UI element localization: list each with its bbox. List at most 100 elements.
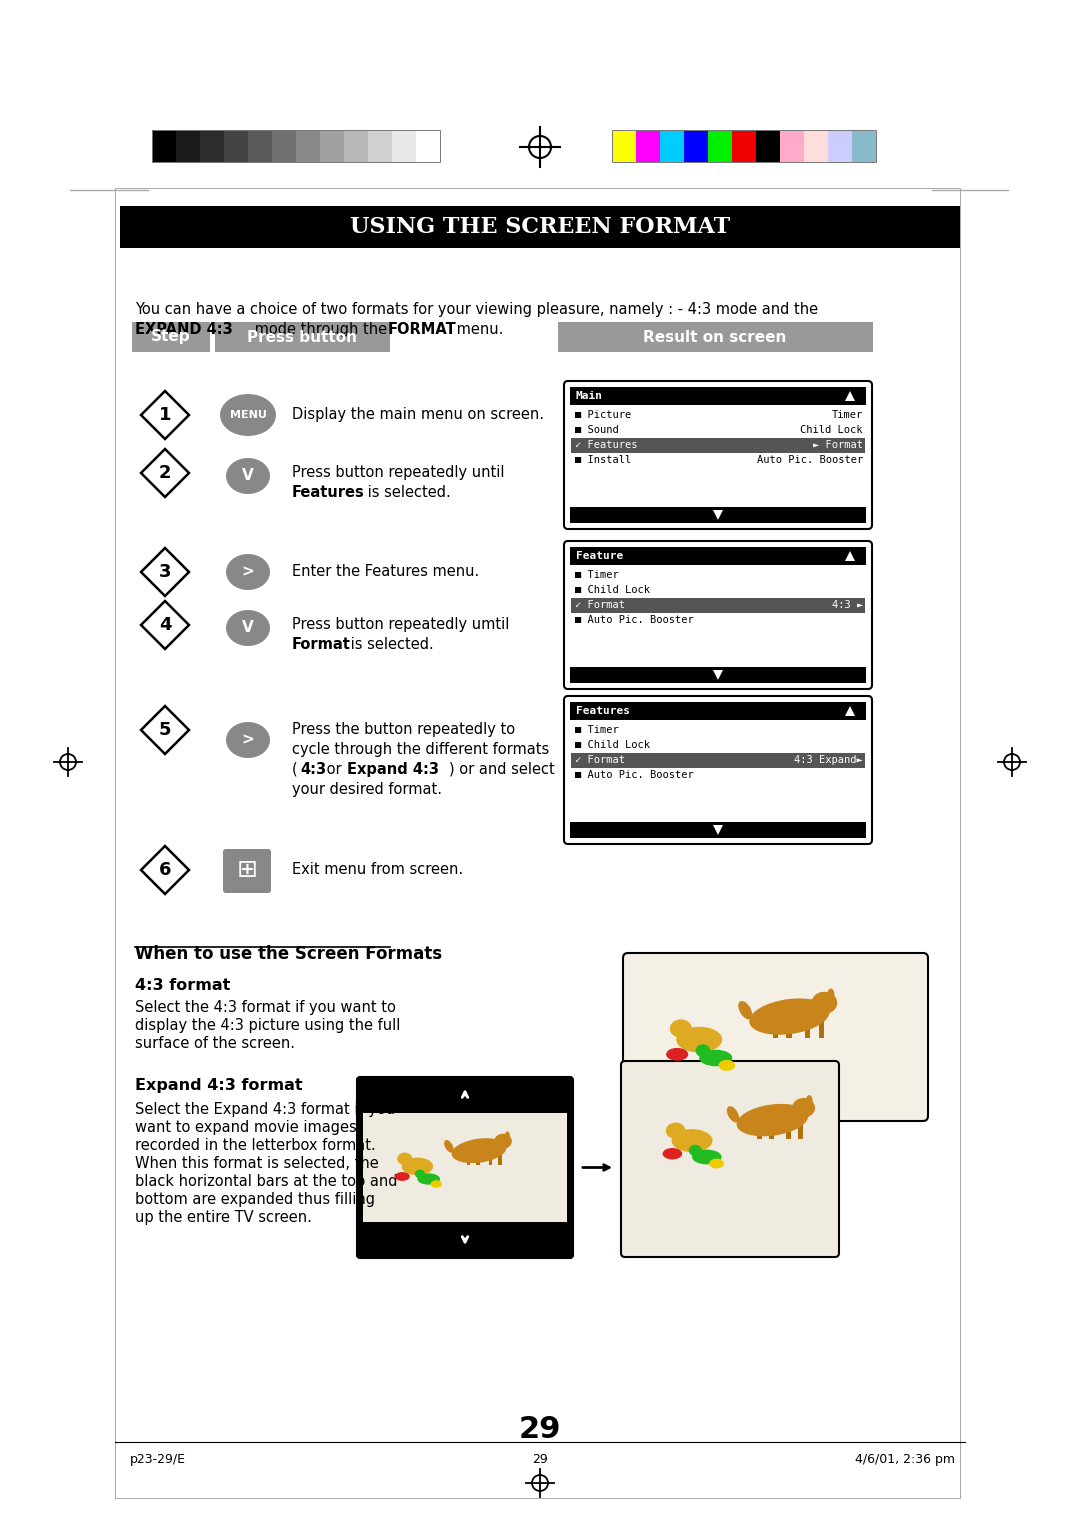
Text: up the entire TV screen.: up the entire TV screen. [135,1210,312,1225]
Bar [780,130,804,162]
Text: ► Format: ► Format [813,440,863,451]
Bar [114,188,960,1497]
Ellipse shape [672,1129,713,1152]
Bar [804,130,828,162]
Text: 3: 3 [159,562,172,581]
Text: want to expand movie images: want to expand movie images [135,1120,356,1135]
Polygon shape [141,706,189,753]
Text: Format: Format [292,637,351,652]
Text: mode through the: mode through the [249,322,392,338]
Bar [571,597,865,613]
Ellipse shape [750,998,829,1034]
Bar [612,130,636,162]
Text: 4:3 format: 4:3 format [135,978,230,993]
Bar [224,130,248,162]
Text: Press button repeatedly until: Press button repeatedly until [292,465,504,480]
Text: 4: 4 [159,616,172,634]
FancyBboxPatch shape [621,1060,839,1258]
Bar [769,1122,774,1138]
Text: 2: 2 [159,465,172,481]
Text: ■ Install: ■ Install [575,455,631,465]
Text: menu.: menu. [453,322,503,338]
Bar [152,130,440,162]
Polygon shape [141,847,189,894]
Text: FORMAT: FORMAT [388,322,457,338]
Text: Feature: Feature [576,552,623,561]
Bar [636,130,660,162]
Ellipse shape [495,1134,512,1149]
Bar [272,130,296,162]
Ellipse shape [226,458,270,494]
Polygon shape [141,391,189,439]
Text: cycle through the different formats: cycle through the different formats [292,743,550,756]
Text: EXPAND 4:3: EXPAND 4:3 [135,322,233,338]
Text: (: ( [292,762,298,778]
Ellipse shape [451,1138,507,1163]
Bar [176,130,200,162]
Bar [570,668,866,683]
Text: surface of the screen.: surface of the screen. [135,1036,295,1051]
Text: ■ Sound: ■ Sound [575,425,619,435]
Text: Enter the Features menu.: Enter the Features menu. [292,564,480,579]
Text: Features: Features [576,706,630,717]
FancyBboxPatch shape [564,541,872,689]
Bar [200,130,224,162]
Text: Result on screen: Result on screen [644,330,786,344]
Text: Step: Step [151,330,191,344]
Bar [612,130,876,162]
Bar [819,1018,824,1038]
Text: 4:3 ►: 4:3 ► [832,601,863,610]
Ellipse shape [827,989,835,1001]
FancyBboxPatch shape [564,695,872,843]
Text: Main: Main [576,391,603,400]
Text: 4/6/01, 2:36 pm: 4/6/01, 2:36 pm [855,1453,955,1465]
Polygon shape [845,391,855,400]
FancyBboxPatch shape [222,850,271,892]
Polygon shape [141,549,189,596]
Bar [570,547,866,565]
Text: 6: 6 [159,860,172,879]
Text: V: V [242,469,254,483]
Ellipse shape [676,1027,723,1053]
Text: your desired format.: your desired format. [292,782,442,798]
Bar [120,206,960,248]
Ellipse shape [727,1106,739,1123]
Text: ■ Timer: ■ Timer [575,570,619,581]
Polygon shape [845,552,855,561]
Bar [786,1018,792,1038]
FancyBboxPatch shape [357,1077,573,1258]
Text: p23-29/E: p23-29/E [130,1453,186,1465]
Bar [368,130,392,162]
Text: Press button repeatedly umtil: Press button repeatedly umtil [292,617,510,633]
Ellipse shape [417,1174,440,1184]
Bar [558,322,873,351]
Text: 5: 5 [159,721,172,740]
Bar [571,753,865,769]
Ellipse shape [662,1148,683,1160]
Bar [467,1151,471,1166]
Bar [772,1018,778,1038]
Text: or: or [322,762,347,778]
Bar [805,1018,810,1038]
Ellipse shape [431,1180,442,1187]
Bar [570,822,866,837]
Ellipse shape [220,394,276,435]
Polygon shape [713,825,723,834]
Text: black horizontal bars at the top and: black horizontal bars at the top and [135,1174,397,1189]
Ellipse shape [670,1019,692,1038]
Ellipse shape [692,1149,721,1164]
Bar [476,1151,480,1166]
Ellipse shape [699,1050,732,1067]
Ellipse shape [444,1140,454,1152]
Bar [570,507,866,523]
Ellipse shape [415,1169,424,1178]
Text: display the 4:3 picture using the full: display the 4:3 picture using the full [135,1018,401,1033]
Ellipse shape [710,1158,724,1169]
Text: Press button: Press button [247,330,357,344]
FancyBboxPatch shape [623,953,928,1122]
Text: recorded in the letterbox format.: recorded in the letterbox format. [135,1138,376,1154]
Text: is selected.: is selected. [363,484,450,500]
Text: Display the main menu on screen.: Display the main menu on screen. [292,406,544,422]
Bar [828,130,852,162]
Ellipse shape [226,555,270,590]
